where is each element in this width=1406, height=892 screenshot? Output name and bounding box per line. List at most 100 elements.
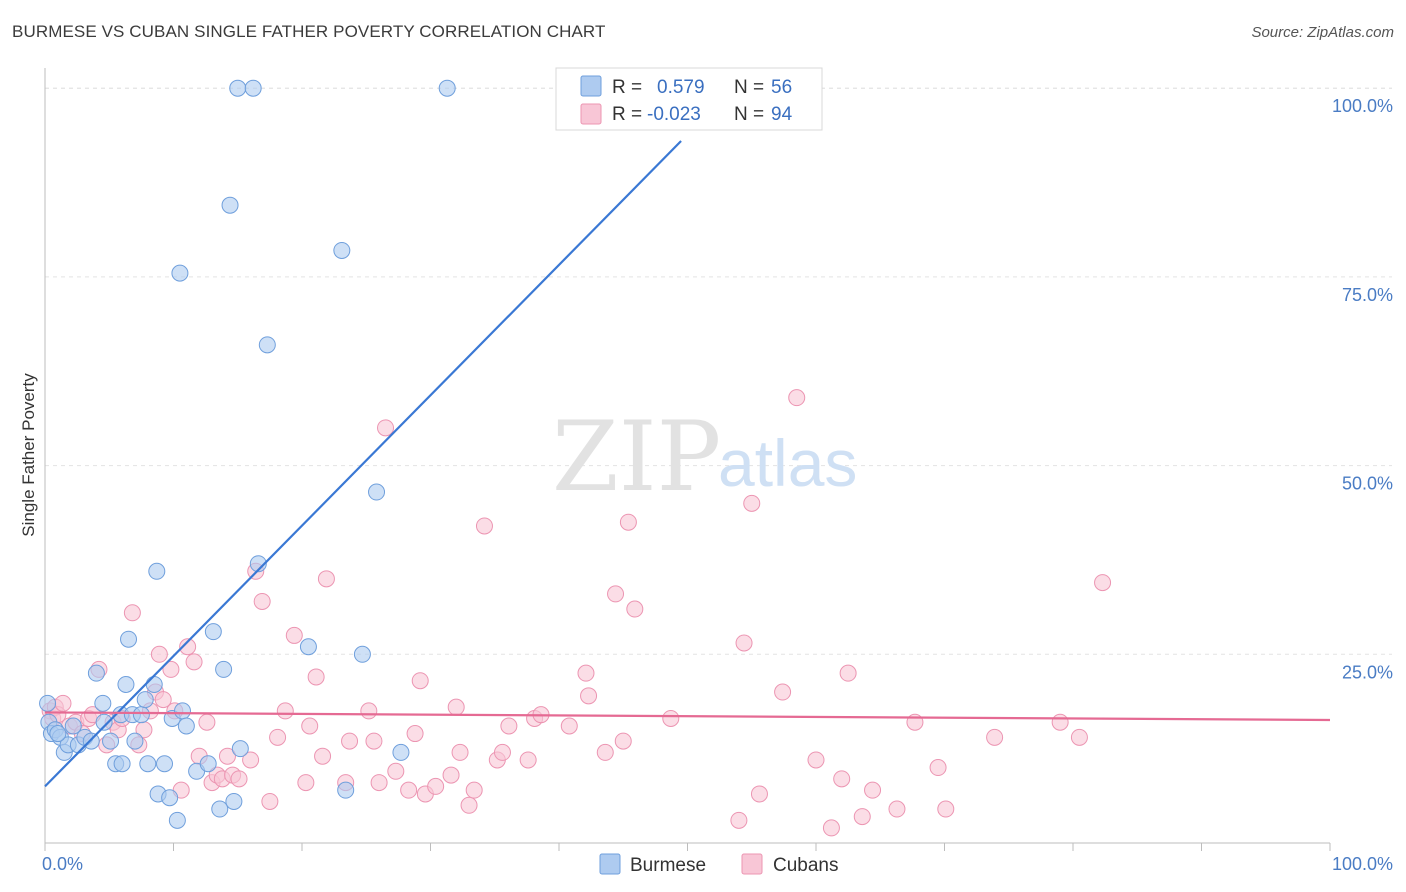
cubans-point-96 [986, 728, 1004, 746]
cubans-point-62 [460, 796, 478, 814]
x-tick-min: 0.0% [42, 854, 83, 874]
cubans-point-22 [162, 660, 180, 678]
burmese-point-25 [148, 562, 166, 580]
cubans-point-67 [500, 717, 518, 735]
bottom-legend-burmese-swatch [599, 853, 621, 875]
burmese-point-44 [249, 555, 267, 573]
cubans-point-37 [253, 592, 271, 610]
burmese-point-24 [145, 675, 163, 693]
y-tick-label-2: 75.0% [1342, 285, 1393, 305]
watermark: ZIP atlas [552, 401, 857, 513]
cubans-point-50 [365, 732, 383, 750]
burmese-point-12 [94, 694, 112, 712]
cubans-point-4 [54, 694, 72, 712]
cubans-point-15 [123, 604, 141, 622]
cubans-point-54 [400, 781, 418, 799]
burmese-point-50 [368, 483, 386, 501]
burmese-point-55 [49, 725, 67, 743]
burmese-trend-line [44, 140, 682, 788]
cubans-point-52 [377, 419, 395, 437]
cubans-point-66 [493, 743, 511, 761]
burmese-point-23 [139, 755, 157, 773]
x-tick-max: 100.0% [1332, 854, 1393, 874]
cubans-point-82 [743, 494, 761, 512]
legend-cubans-n-value: 94 [771, 104, 793, 125]
y-tick-labels: 25.0% 50.0% 75.0% 100.0% [1332, 96, 1393, 682]
cubans-point-38 [261, 792, 279, 810]
legend-cubans-r-value: -0.023 [647, 104, 701, 125]
cubans-point-56 [411, 672, 429, 690]
burmese-point-40 [225, 792, 243, 810]
cubans-point-55 [406, 725, 424, 743]
cubans-point-61 [451, 743, 469, 761]
legend-cubans-r-label: R = [612, 104, 642, 125]
burmese-point-10 [82, 732, 100, 750]
y-tick-label-3: 100.0% [1332, 96, 1393, 116]
cubans-point-78 [626, 600, 644, 618]
burmese-point-45 [258, 336, 276, 354]
burmese-point-36 [204, 623, 222, 641]
burmese-point-20 [126, 732, 144, 750]
cubans-point-60 [447, 698, 465, 716]
bottom-legend-cubans-label: Cubans [773, 855, 839, 876]
cubans-point-95 [937, 800, 955, 818]
cubans-point-76 [614, 732, 632, 750]
burmese-point-39 [221, 196, 239, 214]
cubans-point-80 [730, 811, 748, 829]
source-credit: Source: ZipAtlas.com [1251, 24, 1394, 41]
legend-burmese-n-label: N = [734, 77, 764, 98]
cubans-point-89 [839, 664, 857, 682]
cubans-point-98 [1070, 728, 1088, 746]
burmese-point-46 [299, 638, 317, 656]
burmese-point-49 [353, 645, 371, 663]
series-legend: Burmese Cubans [599, 853, 839, 876]
cubans-point-41 [285, 626, 303, 644]
burmese-point-13 [102, 732, 120, 750]
burmese-point-51 [392, 743, 410, 761]
cubans-point-81 [735, 634, 753, 652]
watermark-atlas: atlas [718, 426, 857, 500]
cubans-point-91 [864, 781, 882, 799]
burmese-point-18 [120, 630, 138, 648]
burmese-point-37 [211, 800, 229, 818]
cubans-point-25 [179, 638, 197, 656]
burmese-point-11 [87, 664, 105, 682]
burmese-point-27 [156, 755, 174, 773]
cubans-point-63 [465, 781, 483, 799]
cubans-point-73 [580, 687, 598, 705]
cubans-point-99 [1094, 574, 1112, 592]
cubans-point-77 [619, 513, 637, 531]
burmese-point-42 [229, 79, 247, 97]
burmese-point-32 [173, 702, 191, 720]
cubans-point-51 [370, 774, 388, 792]
cubans-point-58 [427, 777, 445, 795]
data-points [39, 79, 1112, 837]
cubans-point-21 [154, 691, 172, 709]
cubans-point-97 [1051, 713, 1069, 731]
burmese-point-38 [215, 660, 233, 678]
burmese-point-47 [333, 241, 351, 259]
cubans-point-64 [475, 517, 493, 535]
cubans-point-40 [276, 702, 294, 720]
cubans-point-28 [198, 713, 216, 731]
cubans-point-92 [888, 800, 906, 818]
burmese-point-28 [161, 789, 179, 807]
burmese-point-54 [95, 713, 113, 731]
cubans-point-35 [242, 751, 260, 769]
cubans-point-53 [387, 762, 405, 780]
cubans-point-90 [853, 808, 871, 826]
cubans-point-42 [297, 774, 315, 792]
burmese-point-7 [64, 717, 82, 735]
cubans-point-84 [774, 683, 792, 701]
cubans-point-44 [307, 668, 325, 686]
cubans-point-71 [560, 717, 578, 735]
cubans-point-43 [301, 717, 319, 735]
cubans-point-48 [341, 732, 359, 750]
cubans-point-49 [360, 702, 378, 720]
cubans-trend-line [44, 711, 1331, 722]
cubans-point-83 [750, 785, 768, 803]
cubans-point-88 [833, 770, 851, 788]
burmese-point-17 [117, 675, 135, 693]
y-tick-label-1: 50.0% [1342, 474, 1393, 494]
